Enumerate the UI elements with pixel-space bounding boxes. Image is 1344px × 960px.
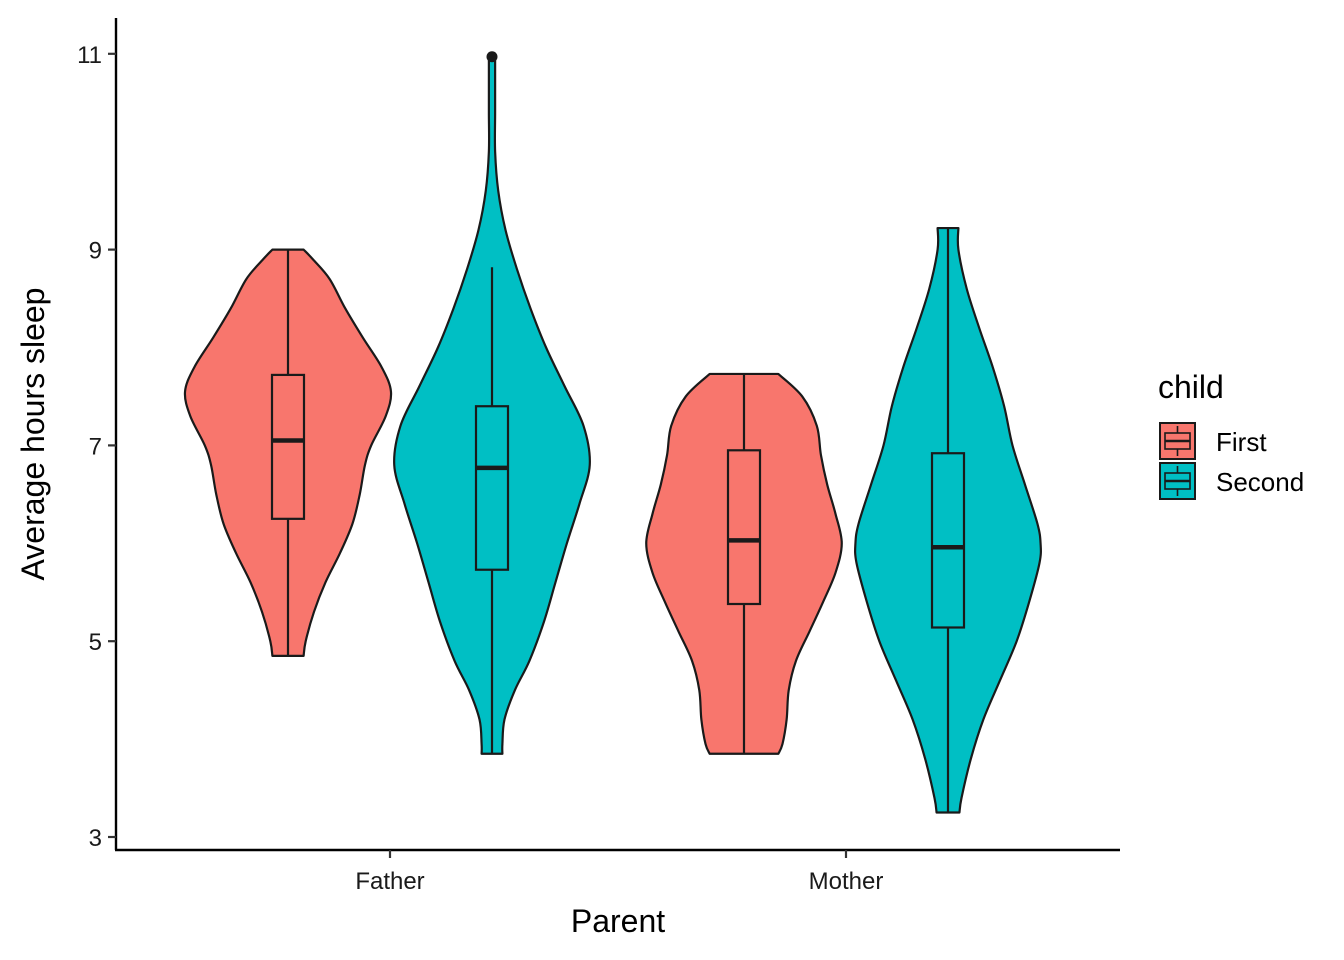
legend-items: First Second — [1159, 422, 1304, 500]
y-tick-label: 11 — [77, 42, 102, 69]
legend: child First Second — [1158, 369, 1304, 500]
y-tick-label: 7 — [89, 433, 102, 460]
legend-title: child — [1158, 369, 1224, 405]
legend-key-first: First — [1159, 422, 1267, 460]
y-axis-ticks: 3 5 7 9 11 — [77, 42, 116, 852]
plot-area — [183, 51, 1042, 814]
outlier-point — [486, 51, 498, 63]
violin-mother-first — [645, 372, 843, 755]
legend-key-second: Second — [1159, 462, 1304, 500]
y-tick-label: 5 — [89, 629, 102, 656]
legend-label-second: Second — [1216, 467, 1304, 497]
box-iqr — [474, 405, 510, 571]
box-iqr — [726, 449, 762, 606]
x-axis-ticks: Father Mother — [355, 850, 883, 895]
violin-father-second — [393, 51, 591, 755]
x-tick-label: Mother — [809, 868, 884, 895]
x-tick-label: Father — [355, 868, 424, 895]
x-axis-title: Parent — [571, 903, 665, 939]
y-axis-title: Average hours sleep — [15, 288, 51, 581]
y-tick-label: 3 — [89, 825, 102, 852]
axes: 3 5 7 9 11 Father Mother — [77, 18, 1120, 895]
y-tick-label: 9 — [89, 238, 102, 265]
legend-label-first: First — [1216, 427, 1267, 457]
box-iqr — [270, 373, 306, 520]
violin-father-first — [183, 248, 393, 657]
box-iqr — [930, 452, 966, 629]
violin-mother-second — [854, 226, 1042, 814]
